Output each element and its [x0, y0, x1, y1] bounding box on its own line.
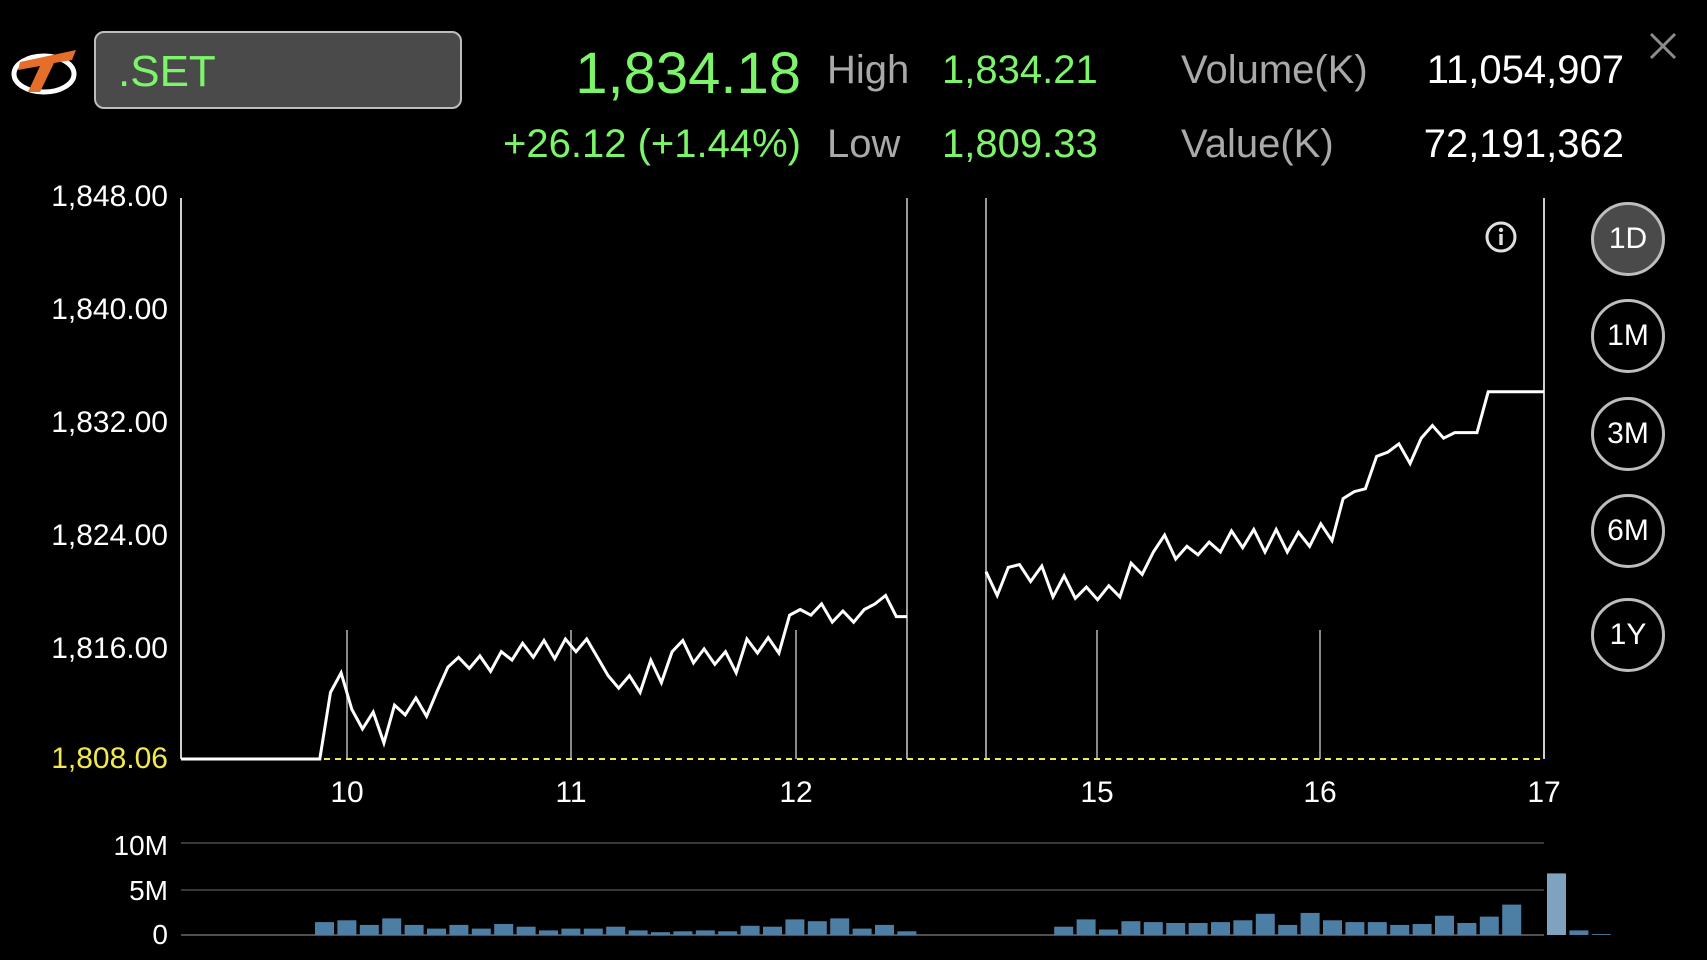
value-value: 72,191,362	[1423, 122, 1624, 166]
x-tick-label: 15	[1080, 776, 1114, 809]
volume-bar	[427, 928, 446, 935]
volume-bar	[830, 918, 850, 935]
volume-bar	[1412, 924, 1432, 935]
x-tick-label: 16	[1303, 776, 1337, 809]
volume-bar	[651, 932, 670, 935]
x-tick-label: 17	[1527, 776, 1561, 809]
x-tick-label: 10	[330, 776, 364, 809]
period-1y-button[interactable]: 1Y	[1591, 598, 1665, 672]
volume-bar	[1591, 934, 1611, 935]
volume-tick-label: 10M	[113, 830, 168, 861]
price-line-session-1	[181, 593, 907, 761]
price-change: +26.12 (+1.44%)	[503, 122, 801, 166]
volume-tick-label: 5M	[129, 875, 168, 906]
volume-bar	[852, 928, 872, 935]
volume-bar	[1143, 922, 1163, 935]
volume-bar	[695, 930, 715, 935]
period-1m-button[interactable]: 1M	[1591, 299, 1665, 373]
volume-bar	[785, 919, 805, 935]
volume-bar	[1390, 924, 1410, 935]
volume-bar	[1457, 923, 1477, 935]
volume-bar	[315, 922, 334, 935]
volume-bar	[1255, 913, 1275, 935]
volume-bar	[1121, 921, 1141, 935]
symbol-search-field[interactable]: .SET	[94, 31, 462, 109]
volume-bar	[1547, 873, 1566, 935]
volume-bar	[875, 924, 894, 935]
volume-bar	[1569, 930, 1589, 935]
low-label: Low	[827, 122, 901, 166]
y-tick-label: 1,848.00	[51, 180, 168, 213]
volume-bar	[1233, 920, 1253, 935]
volume-bar	[673, 931, 693, 935]
volume-bar	[1479, 916, 1499, 935]
volume-bar	[404, 924, 424, 935]
app-logo-icon	[11, 50, 77, 95]
volume-tick-label: 0	[152, 919, 168, 950]
volume-bar	[516, 926, 536, 935]
y-tick-label: 1,840.00	[51, 293, 168, 326]
period-1d-button[interactable]: 1D	[1591, 202, 1665, 276]
volume-bar	[583, 928, 603, 935]
volume-bar	[1278, 924, 1298, 935]
volume-bar	[718, 931, 738, 935]
volume-bar	[1099, 929, 1118, 935]
volume-bar	[382, 918, 402, 935]
low-value: 1,809.33	[942, 122, 1098, 166]
last-price: 1,834.18	[575, 41, 801, 106]
volume-bar	[1300, 912, 1320, 935]
x-tick-label: 11	[555, 776, 587, 809]
value-label: Value(K)	[1181, 122, 1334, 166]
volume-bar	[740, 925, 760, 935]
y-tick-label: 1,832.00	[51, 406, 168, 439]
volume-bar	[807, 921, 827, 935]
volume-value: 11,054,907	[1426, 48, 1624, 92]
volume-bar	[539, 930, 558, 935]
volume-bar	[471, 928, 491, 935]
prev-close-label: 1,808.06	[51, 742, 168, 775]
close-icon[interactable]	[1645, 28, 1681, 64]
volume-bar	[1323, 920, 1342, 935]
volume-bar	[494, 924, 514, 935]
volume-bar	[1367, 922, 1387, 935]
volume-bar	[606, 926, 626, 935]
volume-bar	[1211, 922, 1230, 935]
volume-bar	[337, 920, 357, 935]
volume-bar	[628, 930, 648, 935]
volume-bar	[359, 924, 379, 935]
period-3m-button[interactable]: 3M	[1591, 397, 1665, 471]
info-icon[interactable]	[1484, 220, 1518, 254]
volume-bar	[449, 924, 469, 935]
x-tick-label: 12	[779, 776, 813, 809]
period-6m-button[interactable]: 6M	[1591, 494, 1665, 568]
volume-label: Volume(K)	[1181, 48, 1368, 92]
volume-bar	[561, 928, 581, 935]
volume-bar	[763, 926, 782, 935]
y-tick-label: 1,816.00	[51, 632, 168, 665]
volume-bar	[1054, 926, 1074, 935]
volume-bar	[897, 931, 917, 935]
volume-bar	[1345, 922, 1365, 935]
symbol-text: .SET	[118, 47, 216, 96]
y-tick-label: 1,824.00	[51, 519, 168, 552]
high-value: 1,834.21	[942, 48, 1098, 92]
volume-bar	[1502, 904, 1522, 935]
high-label: High	[827, 48, 910, 92]
volume-bar	[1435, 915, 1454, 935]
price-line-session-2	[984, 390, 1544, 603]
volume-bar	[1076, 919, 1096, 935]
volume-bar	[1166, 923, 1186, 935]
volume-bar	[1188, 923, 1208, 935]
